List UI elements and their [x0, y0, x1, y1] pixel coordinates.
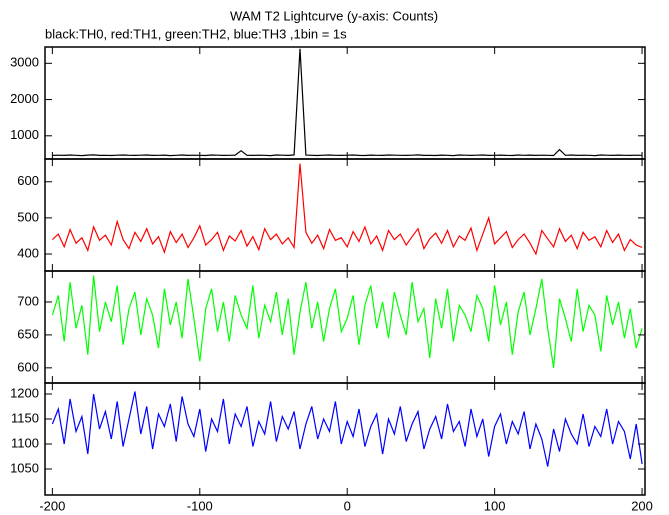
y-tick-label: 1100 [11, 435, 39, 450]
y-tick-label: 400 [17, 245, 39, 260]
x-tick-label: 100 [484, 498, 506, 513]
y-tick-label: 650 [17, 326, 39, 341]
y-tick-label: 1150 [11, 410, 39, 425]
x-tick-label: 0 [344, 498, 351, 513]
y-tick-label: 2000 [10, 91, 39, 106]
light-curve [51, 163, 643, 256]
y-tick-label: 1000 [10, 127, 39, 142]
panel-frame [44, 46, 646, 160]
light-curve [51, 275, 643, 368]
chart-title: WAM T2 Lightcurve (y-axis: Counts) [230, 8, 438, 23]
panel-frame [44, 158, 646, 272]
x-tick-label: 200 [631, 498, 653, 513]
light-curve [51, 391, 643, 467]
chart-subtitle: black:TH0, red:TH1, green:TH2, blue:TH3 … [45, 26, 347, 41]
y-tick-label: 3000 [10, 55, 39, 70]
panel-frame [44, 270, 646, 384]
y-tick-label: 1050 [10, 460, 39, 475]
x-tick-label: -100 [187, 498, 213, 513]
y-tick-label: 600 [17, 173, 39, 188]
panel-frame [44, 382, 646, 496]
y-tick-label: 500 [17, 209, 39, 224]
light-curve [52, 48, 643, 157]
y-tick-label: 700 [17, 293, 39, 308]
y-tick-label: 1200 [10, 385, 39, 400]
x-tick-label: -200 [39, 498, 65, 513]
y-tick-label: 600 [17, 359, 39, 374]
